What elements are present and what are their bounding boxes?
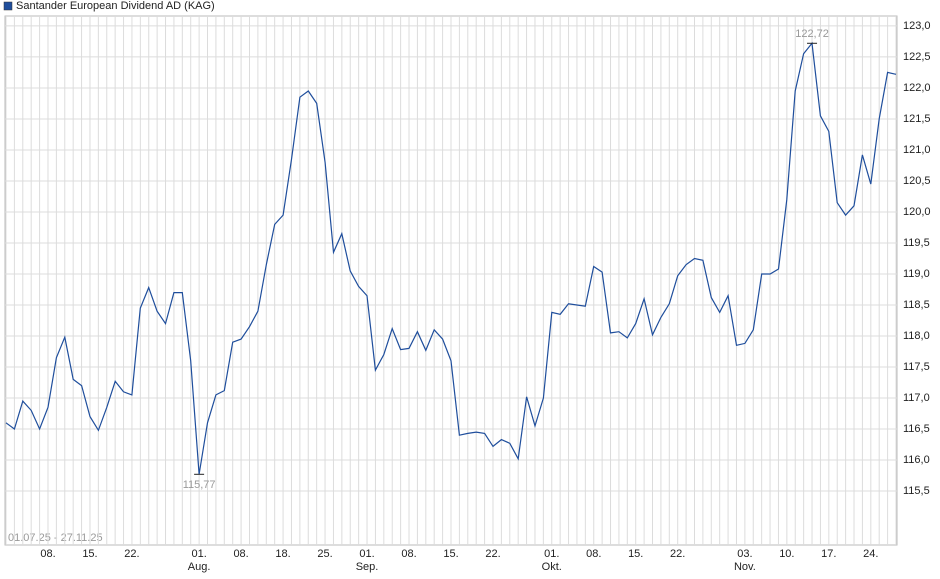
y-tick-label: 120,5 — [903, 175, 931, 187]
date-range: 01.07.25 - 27.11.25 — [8, 532, 103, 544]
y-tick-label: 119,5 — [903, 237, 930, 249]
x-month-label: Sep. — [356, 561, 379, 573]
x-month-label: Okt. — [542, 561, 562, 573]
y-tick-label: 118,0 — [903, 330, 930, 342]
x-tick-label: 22. — [124, 548, 139, 560]
x-tick-label: 03. — [737, 548, 752, 560]
annotation-label: 122,72 — [795, 28, 829, 40]
price-line — [5, 41, 897, 475]
x-tick-label: 22. — [485, 548, 500, 560]
x-tick-label: 01. — [544, 548, 559, 560]
legend-label: Santander European Dividend AD (KAG) — [16, 0, 215, 12]
annotation-label: 115,77 — [183, 479, 216, 491]
x-tick-label: 15. — [628, 548, 643, 560]
x-tick-label: 22. — [670, 548, 685, 560]
x-tick-label: 08. — [401, 548, 416, 560]
y-tick-label: 121,5 — [903, 113, 931, 125]
y-tick-label: 122,5 — [903, 51, 931, 63]
x-tick-label: 24. — [863, 548, 878, 560]
x-tick-label: 01. — [191, 548, 206, 560]
y-tick-label: 117,5 — [903, 361, 930, 373]
x-tick-label: 18. — [275, 548, 290, 560]
y-tick-label: 116,5 — [903, 423, 930, 435]
x-tick-label: 15. — [82, 548, 97, 560]
x-tick-label: 08. — [233, 548, 248, 560]
y-tick-label: 117,0 — [903, 392, 930, 404]
y-tick-label: 122,0 — [903, 82, 931, 94]
x-tick-label: 01. — [359, 548, 374, 560]
x-month-label: Aug. — [188, 561, 211, 573]
y-tick-label: 118,5 — [903, 299, 930, 311]
x-tick-label: 08. — [40, 548, 55, 560]
x-tick-label: 25. — [317, 548, 332, 560]
x-tick-label: 17. — [821, 548, 836, 560]
x-tick-label: 08. — [586, 548, 601, 560]
y-tick-label: 119,0 — [903, 268, 930, 280]
x-tick-label: 15. — [443, 548, 458, 560]
y-tick-label: 116,0 — [903, 454, 930, 466]
x-tick-label: 10. — [779, 548, 794, 560]
y-tick-label: 121,0 — [903, 144, 931, 156]
x-month-label: Nov. — [734, 561, 756, 573]
y-tick-label: 123,0 — [903, 20, 931, 32]
y-tick-label: 120,0 — [903, 206, 931, 218]
y-tick-label: 115,5 — [903, 485, 930, 497]
legend-swatch — [3, 1, 13, 11]
